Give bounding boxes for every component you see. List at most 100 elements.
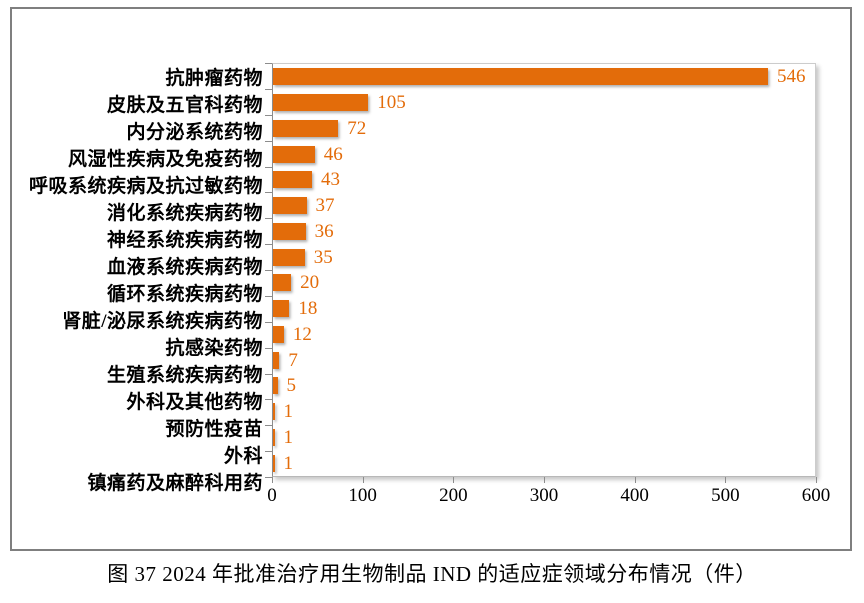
value-label: 35 bbox=[313, 246, 333, 268]
bar bbox=[273, 119, 339, 137]
bar-row: 12 bbox=[273, 322, 815, 348]
value-label: 72 bbox=[347, 117, 367, 139]
value-label: 1 bbox=[283, 401, 294, 423]
bar-row: 46 bbox=[273, 141, 815, 167]
bar bbox=[273, 171, 312, 189]
value-label: 36 bbox=[314, 220, 334, 242]
plot-area: 546 105 72 46 43 37 36 35 20 18 12 7 5 1 1 1 bbox=[272, 63, 816, 477]
value-label: 43 bbox=[320, 169, 340, 191]
category-label: 内分泌系统药物 bbox=[126, 122, 263, 143]
x-axis-tick bbox=[634, 477, 636, 483]
x-axis-label: 600 bbox=[801, 485, 831, 506]
category-label: 风湿性疾病及免疫药物 bbox=[67, 149, 263, 170]
x-axis-label: 0 bbox=[267, 485, 277, 506]
category-label: 外科及其他药物 bbox=[126, 392, 263, 413]
bar-row: 546 bbox=[273, 64, 815, 90]
category-label: 消化系统疾病药物 bbox=[106, 203, 263, 224]
value-label: 12 bbox=[292, 323, 312, 345]
x-axis-tick bbox=[544, 477, 545, 483]
y-axis-tick bbox=[265, 425, 272, 426]
category-axis-labels: 抗肿瘤药物皮肤及五官科药物内分泌系统药物风湿性疾病及免疫药物呼吸系统疾病及抗过敏… bbox=[12, 63, 263, 494]
y-axis-tick bbox=[265, 399, 272, 400]
category-label: 循环系统疾病药物 bbox=[106, 284, 263, 305]
bar bbox=[273, 428, 275, 446]
value-label: 546 bbox=[777, 66, 806, 88]
value-label: 18 bbox=[298, 298, 318, 320]
category-label: 抗肿瘤药物 bbox=[165, 68, 263, 89]
y-axis-tick bbox=[265, 322, 272, 323]
bar bbox=[273, 222, 306, 240]
value-label: 105 bbox=[377, 92, 406, 114]
bar-row: 7 bbox=[273, 347, 815, 373]
bar-row: 5 bbox=[273, 373, 815, 399]
bar bbox=[273, 351, 280, 369]
value-label: 1 bbox=[283, 452, 294, 474]
bar bbox=[273, 248, 305, 266]
value-label: 46 bbox=[323, 143, 343, 165]
bar-row: 43 bbox=[273, 167, 815, 193]
bar-row: 36 bbox=[273, 219, 815, 245]
bar-row: 18 bbox=[273, 296, 815, 322]
y-axis-tick bbox=[265, 348, 272, 349]
y-axis-tick bbox=[265, 374, 272, 375]
bar bbox=[273, 68, 769, 86]
bar-row: 1 bbox=[273, 425, 815, 451]
value-label: 5 bbox=[286, 375, 297, 397]
y-axis-tick bbox=[265, 63, 272, 64]
bar bbox=[273, 454, 275, 472]
x-axis-tick bbox=[362, 477, 364, 483]
figure-caption: 图 37 2024 年批准治疗用生物制品 IND 的适应症领域分布情况（件） bbox=[107, 562, 757, 586]
bar bbox=[273, 274, 292, 292]
x-axis-tick bbox=[272, 477, 273, 483]
x-axis-tick bbox=[453, 477, 455, 483]
bar-row: 105 bbox=[273, 90, 815, 116]
bar-row: 1 bbox=[273, 399, 815, 425]
bar bbox=[273, 403, 275, 421]
y-axis-tick bbox=[265, 167, 272, 168]
bar-row: 35 bbox=[273, 244, 815, 270]
bar-row: 1 bbox=[273, 450, 815, 476]
category-label: 预防性疫苗 bbox=[165, 419, 263, 440]
y-axis-tick bbox=[265, 115, 272, 116]
y-axis-tick bbox=[265, 89, 272, 90]
y-axis-tick bbox=[265, 218, 272, 219]
value-label: 20 bbox=[300, 272, 320, 294]
category-label: 抗感染药物 bbox=[165, 338, 263, 359]
category-label: 生殖系统疾病药物 bbox=[106, 365, 263, 386]
y-axis-tick bbox=[265, 451, 272, 452]
category-label: 肾脏/泌尿系统疾病药物 bbox=[62, 311, 263, 332]
x-axis-tick bbox=[725, 477, 727, 483]
category-label: 神经系统疾病药物 bbox=[106, 230, 263, 251]
y-axis-tick bbox=[265, 296, 272, 297]
category-label: 镇痛药及麻醉科用药 bbox=[87, 473, 263, 494]
bar-row: 72 bbox=[273, 116, 815, 142]
x-axis-label: 500 bbox=[711, 485, 740, 506]
value-label: 1 bbox=[283, 426, 294, 448]
value-label: 37 bbox=[315, 195, 335, 217]
x-axis-label: 200 bbox=[439, 485, 468, 506]
x-axis-label: 300 bbox=[529, 485, 559, 506]
y-axis-tick bbox=[265, 141, 272, 142]
x-axis-label: 100 bbox=[348, 485, 377, 506]
bar-series: 546 105 72 46 43 37 36 35 20 18 12 7 5 1 1 1 bbox=[273, 64, 815, 476]
bar-row: 20 bbox=[273, 270, 815, 296]
category-label: 外科 bbox=[223, 446, 263, 467]
category-label: 皮肤及五官科药物 bbox=[106, 95, 263, 116]
bar bbox=[273, 300, 290, 318]
bar bbox=[273, 145, 315, 163]
category-label: 呼吸系统疾病及抗过敏药物 bbox=[28, 176, 263, 197]
y-axis-tick bbox=[265, 477, 272, 478]
x-axis-tick bbox=[816, 477, 817, 483]
y-axis-tick bbox=[265, 192, 272, 193]
category-label: 血液系统疾病药物 bbox=[106, 257, 263, 278]
bar bbox=[273, 377, 278, 395]
chart-frame: 抗肿瘤药物皮肤及五官科药物内分泌系统药物风湿性疾病及免疫药物呼吸系统疾病及抗过敏… bbox=[10, 7, 852, 551]
bar bbox=[273, 94, 369, 112]
bar bbox=[273, 325, 284, 343]
x-axis-label: 400 bbox=[620, 485, 649, 506]
value-label: 7 bbox=[288, 349, 298, 371]
bar bbox=[273, 197, 307, 215]
y-axis-tick bbox=[265, 270, 272, 271]
bar-row: 37 bbox=[273, 193, 815, 219]
